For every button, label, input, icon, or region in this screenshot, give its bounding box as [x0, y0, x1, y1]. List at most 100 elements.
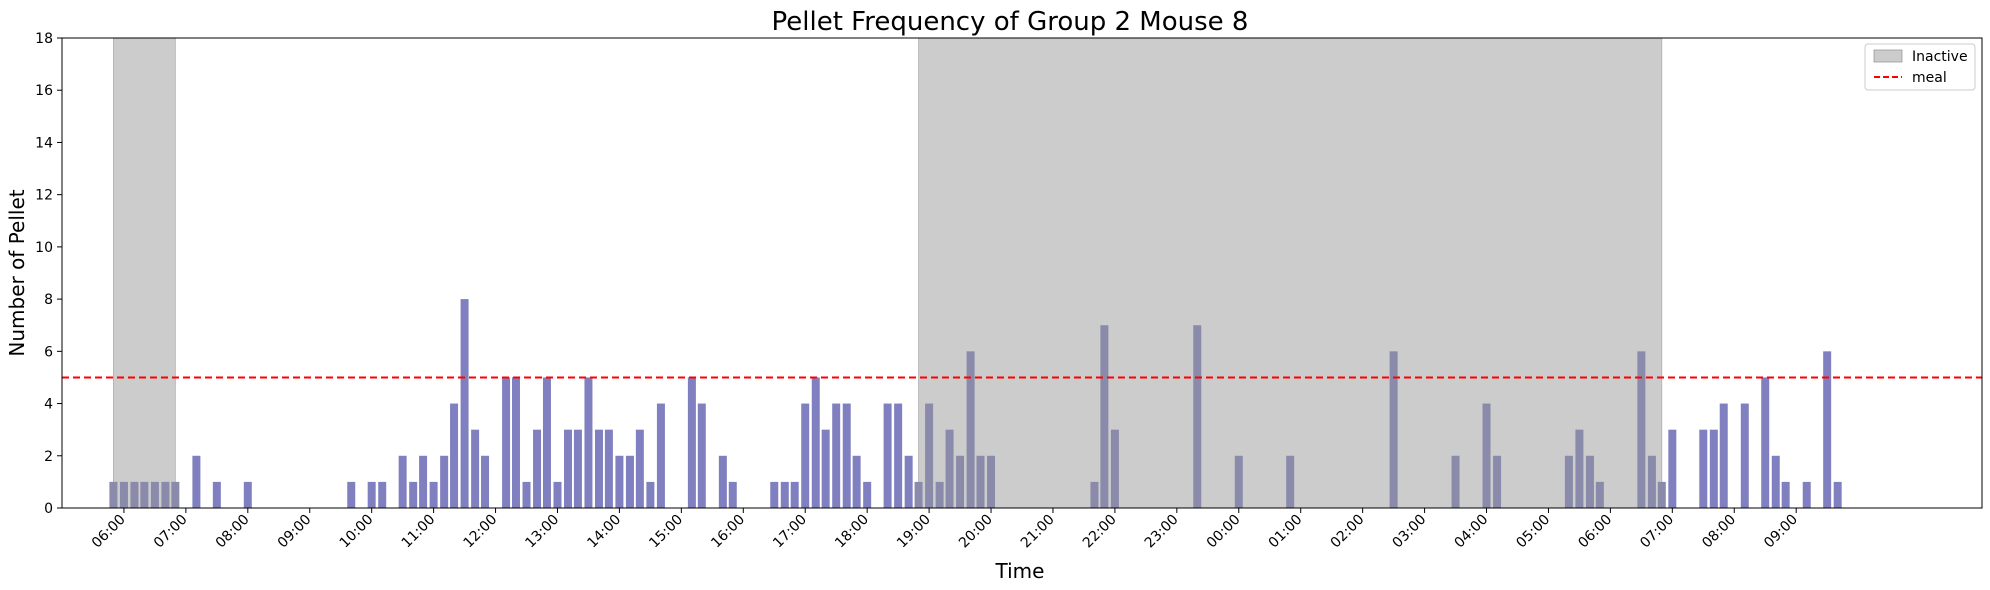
legend-inactive-label: Inactive	[1912, 49, 1968, 65]
x-tick-label: 15:00	[646, 512, 686, 552]
x-tick-label: 04:00	[1451, 512, 1491, 552]
bar	[171, 481, 180, 508]
bar	[212, 481, 221, 508]
bar	[790, 481, 799, 508]
x-tick-label: 05:00	[1513, 512, 1553, 552]
bar	[687, 377, 696, 508]
x-tick-label: 00:00	[1204, 512, 1244, 552]
x-tick-label: 18:00	[832, 512, 872, 552]
bar	[161, 481, 170, 508]
bar	[1090, 481, 1099, 508]
bar	[429, 481, 438, 508]
x-tick-label: 09:00	[1761, 512, 1801, 552]
y-tick-label: 12	[35, 188, 53, 204]
bar	[728, 481, 737, 508]
bar	[1493, 455, 1502, 508]
bar	[697, 403, 706, 508]
bar	[1668, 429, 1677, 508]
y-axis-ticks: 0 2 4 6 8 10 12 14 16 18	[35, 31, 62, 517]
bar	[976, 455, 985, 508]
bar	[502, 377, 511, 508]
bar	[1781, 481, 1790, 508]
bar	[821, 429, 830, 508]
x-tick-label: 08:00	[1699, 512, 1739, 552]
bar	[481, 455, 490, 508]
inactive-regions	[113, 37, 1663, 509]
bar	[367, 481, 376, 508]
y-tick-label: 2	[44, 449, 53, 465]
bar	[945, 429, 954, 508]
x-tick-label: 06:00	[89, 512, 129, 552]
plot-frame	[61, 37, 1983, 509]
x-tick-label: 11:00	[399, 512, 439, 552]
bar	[398, 455, 407, 508]
bar	[966, 351, 975, 508]
bar	[635, 429, 644, 508]
bar	[925, 403, 934, 508]
x-tick-label: 16:00	[708, 512, 748, 552]
bar	[542, 377, 551, 508]
y-tick-label: 14	[35, 135, 53, 151]
y-tick-label: 0	[44, 501, 53, 517]
bar	[987, 455, 996, 508]
bar	[914, 481, 923, 508]
bar	[904, 455, 913, 508]
bar	[419, 455, 428, 508]
bar	[1802, 481, 1811, 508]
bar	[1657, 481, 1666, 508]
y-tick-label: 6	[44, 344, 53, 360]
x-tick-label: 03:00	[1390, 512, 1430, 552]
bar	[656, 403, 665, 508]
bar	[832, 403, 841, 508]
chart-title: Pellet Frequency of Group 2 Mouse 8	[772, 7, 1249, 37]
bar	[140, 481, 149, 508]
bar	[471, 429, 480, 508]
bar	[1699, 429, 1708, 508]
bar	[801, 403, 810, 508]
bar	[1286, 455, 1295, 508]
bar	[553, 481, 562, 508]
bar	[130, 481, 139, 508]
legend: Inactive meal	[1864, 43, 1976, 91]
x-tick-label: 07:00	[151, 512, 191, 552]
bar	[1761, 377, 1770, 508]
bar	[1771, 455, 1780, 508]
bar	[594, 429, 603, 508]
bar	[780, 481, 789, 508]
x-tick-label: 09:00	[275, 512, 315, 552]
bar	[347, 481, 356, 508]
bar	[956, 455, 965, 508]
bar	[109, 481, 118, 508]
bar	[883, 403, 892, 508]
bar	[1823, 351, 1832, 508]
y-tick-label: 18	[35, 31, 53, 47]
bar	[842, 403, 851, 508]
bar	[1585, 455, 1594, 508]
bar	[1389, 351, 1398, 508]
bar	[192, 455, 201, 508]
bar	[894, 403, 903, 508]
bar	[1482, 403, 1491, 508]
x-tick-label: 23:00	[1142, 512, 1182, 552]
bar	[522, 481, 531, 508]
bar	[584, 377, 593, 508]
bar	[409, 481, 418, 508]
bar	[1564, 455, 1573, 508]
x-axis-label: Time	[995, 559, 1045, 583]
legend-meal-label: meal	[1912, 70, 1947, 86]
bar	[1100, 325, 1109, 508]
bar	[243, 481, 252, 508]
bar	[460, 299, 469, 508]
bar	[573, 429, 582, 508]
bar	[625, 455, 634, 508]
x-tick-label: 10:00	[337, 512, 377, 552]
bar	[1709, 429, 1718, 508]
bar	[150, 481, 159, 508]
bar	[811, 377, 820, 508]
legend-inactive-swatch	[1873, 49, 1903, 63]
bar	[1833, 481, 1842, 508]
x-tick-label: 13:00	[522, 512, 562, 552]
bar	[1740, 403, 1749, 508]
bar	[450, 403, 459, 508]
